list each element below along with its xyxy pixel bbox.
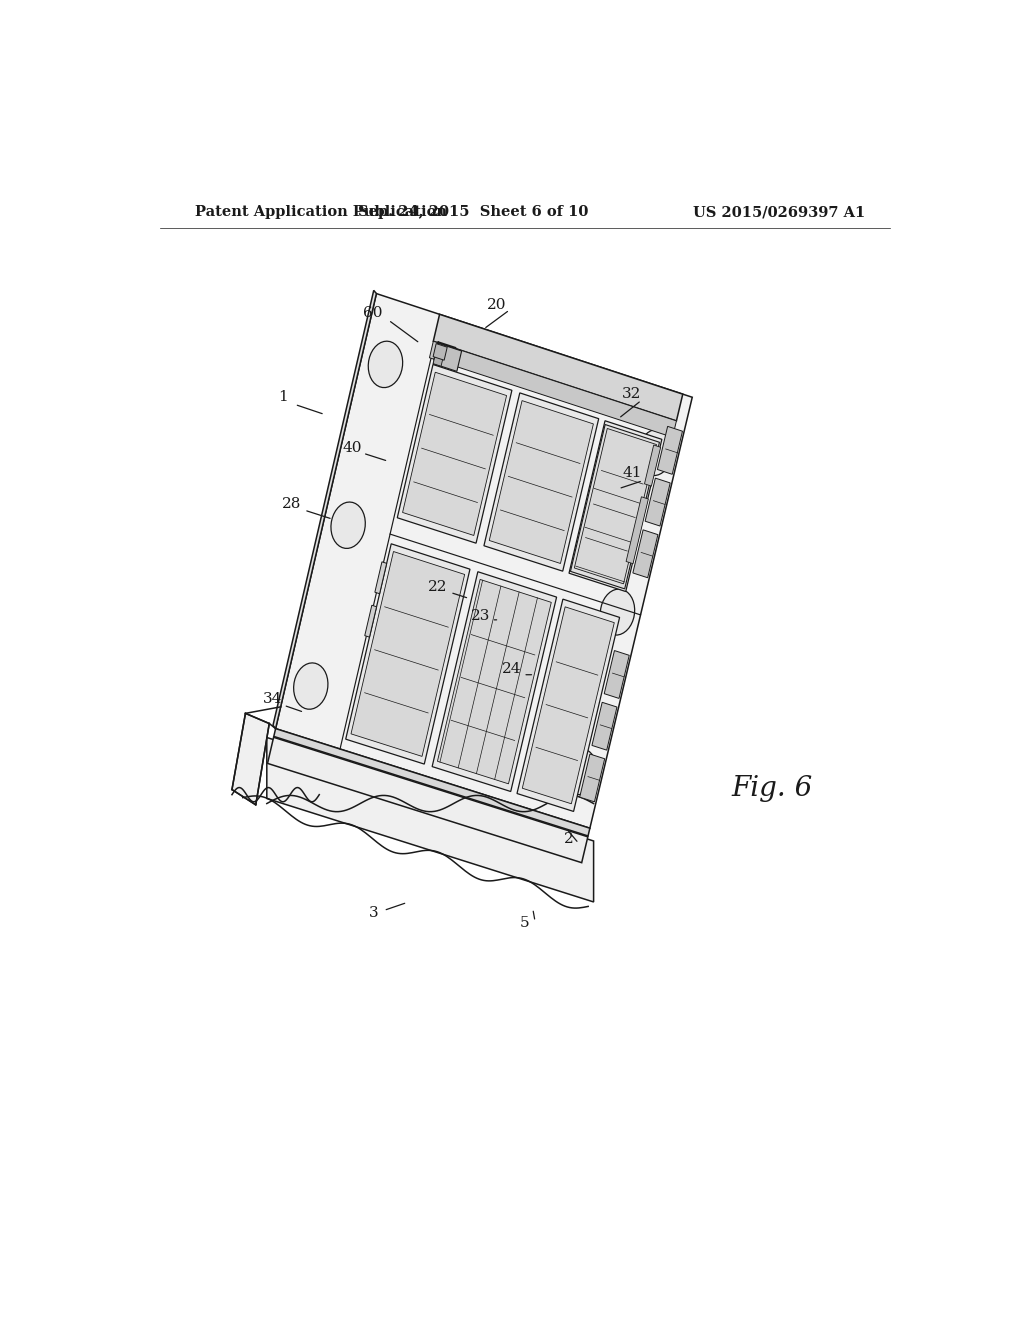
Polygon shape [604, 651, 630, 698]
Polygon shape [402, 372, 507, 536]
Text: 34: 34 [263, 692, 283, 706]
Polygon shape [633, 529, 657, 578]
Text: 32: 32 [622, 387, 641, 401]
Text: 2: 2 [564, 833, 574, 846]
Text: 41: 41 [623, 466, 642, 480]
Text: 40: 40 [342, 441, 361, 455]
Polygon shape [433, 351, 444, 366]
Text: US 2015/0269397 A1: US 2015/0269397 A1 [692, 206, 865, 219]
Polygon shape [397, 364, 512, 544]
Polygon shape [433, 314, 683, 421]
Polygon shape [644, 445, 660, 486]
Text: 24: 24 [503, 661, 522, 676]
Polygon shape [273, 290, 377, 729]
Text: Sep. 24, 2015  Sheet 6 of 10: Sep. 24, 2015 Sheet 6 of 10 [358, 206, 589, 219]
Polygon shape [592, 702, 617, 750]
Polygon shape [351, 552, 465, 756]
Polygon shape [569, 421, 662, 591]
Polygon shape [484, 393, 599, 572]
Polygon shape [657, 426, 682, 474]
Text: 28: 28 [282, 496, 301, 511]
Polygon shape [365, 606, 377, 638]
Polygon shape [294, 663, 328, 709]
Polygon shape [331, 502, 366, 548]
Polygon shape [517, 599, 620, 812]
Polygon shape [429, 342, 677, 437]
Polygon shape [432, 572, 557, 792]
Polygon shape [232, 713, 269, 805]
Polygon shape [645, 478, 670, 527]
Polygon shape [267, 738, 588, 863]
Text: Patent Application Publication: Patent Application Publication [196, 206, 447, 219]
Polygon shape [433, 343, 447, 360]
Text: 22: 22 [428, 581, 447, 594]
Polygon shape [346, 544, 470, 764]
Polygon shape [275, 293, 692, 828]
Polygon shape [375, 562, 387, 594]
Text: 3: 3 [370, 906, 379, 920]
Polygon shape [433, 343, 462, 371]
Polygon shape [489, 400, 593, 564]
Polygon shape [570, 425, 659, 589]
Polygon shape [267, 738, 594, 902]
Text: 20: 20 [486, 298, 506, 312]
Polygon shape [437, 579, 551, 784]
Polygon shape [574, 429, 656, 583]
Polygon shape [638, 429, 673, 475]
Text: 5: 5 [520, 916, 529, 929]
Polygon shape [626, 496, 648, 564]
Text: 23: 23 [471, 609, 490, 623]
Text: 1: 1 [278, 391, 288, 404]
Polygon shape [369, 341, 402, 388]
Polygon shape [522, 607, 614, 804]
Text: 60: 60 [362, 306, 382, 319]
Polygon shape [273, 729, 590, 836]
Text: Fig. 6: Fig. 6 [731, 775, 812, 803]
Polygon shape [562, 748, 597, 795]
Polygon shape [600, 589, 635, 635]
Polygon shape [580, 754, 605, 801]
